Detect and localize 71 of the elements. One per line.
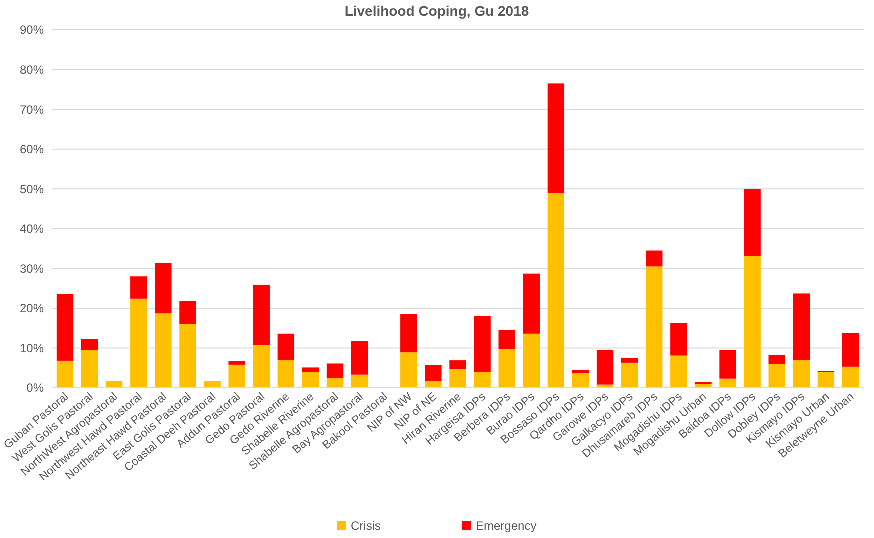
bar xyxy=(670,356,688,388)
bar xyxy=(204,381,221,388)
bar xyxy=(130,298,148,388)
bar xyxy=(621,358,638,363)
y-tick-label: 40% xyxy=(20,222,44,236)
bar xyxy=(572,373,590,388)
bar xyxy=(720,378,736,388)
bar xyxy=(106,381,123,388)
bar xyxy=(646,266,663,388)
bar xyxy=(818,372,835,388)
bar xyxy=(56,294,74,361)
bar xyxy=(81,339,98,350)
y-tick-label: 20% xyxy=(20,302,44,316)
bar xyxy=(450,369,466,388)
bar xyxy=(523,274,540,334)
bar xyxy=(180,301,196,324)
bar xyxy=(180,324,196,388)
bar xyxy=(155,314,172,388)
bar xyxy=(744,190,761,256)
bar xyxy=(302,368,320,372)
bar xyxy=(253,284,270,346)
bar xyxy=(768,354,786,365)
bar xyxy=(81,350,98,388)
bar xyxy=(720,350,736,379)
bar xyxy=(130,276,148,299)
bar xyxy=(793,294,810,361)
bar xyxy=(56,360,74,388)
bar xyxy=(474,372,491,388)
bar xyxy=(572,370,590,374)
bar xyxy=(228,361,246,365)
y-tick-label: 0% xyxy=(26,381,44,396)
bar xyxy=(646,250,663,267)
bar xyxy=(351,374,368,388)
y-tick-label: 10% xyxy=(20,341,44,356)
legend-label: Emergency xyxy=(476,519,537,533)
bar xyxy=(498,330,516,350)
bar xyxy=(498,349,516,388)
y-tick-label: 70% xyxy=(20,102,44,117)
bar xyxy=(326,378,344,388)
bar xyxy=(548,193,565,388)
bar xyxy=(744,256,761,388)
bar xyxy=(768,364,786,388)
bar xyxy=(326,364,344,378)
y-tick-label: 50% xyxy=(20,182,44,196)
y-tick-label: 80% xyxy=(20,62,44,77)
bar xyxy=(621,362,638,388)
bar xyxy=(278,360,295,388)
y-tick-label: 30% xyxy=(20,262,44,276)
bar xyxy=(523,334,540,388)
bar xyxy=(842,366,860,388)
bar xyxy=(425,365,442,382)
y-tick-label: 90% xyxy=(20,23,44,38)
bar xyxy=(596,350,614,385)
bar xyxy=(474,316,491,372)
chart-title: Livelihood Coping, Gu 2018 xyxy=(344,3,530,19)
bar xyxy=(253,345,270,388)
bar xyxy=(793,360,810,388)
bar xyxy=(228,364,246,388)
bar xyxy=(351,341,368,375)
bar xyxy=(302,372,320,388)
bar xyxy=(842,333,860,367)
bar xyxy=(450,360,466,370)
bar xyxy=(670,323,688,356)
bar xyxy=(400,352,418,388)
bar xyxy=(548,84,565,194)
bar xyxy=(278,334,295,361)
y-tick-label: 60% xyxy=(20,142,44,157)
bar xyxy=(155,263,172,314)
legend-label: Crisis xyxy=(351,519,381,533)
bar xyxy=(400,314,418,353)
bar xyxy=(425,381,442,388)
